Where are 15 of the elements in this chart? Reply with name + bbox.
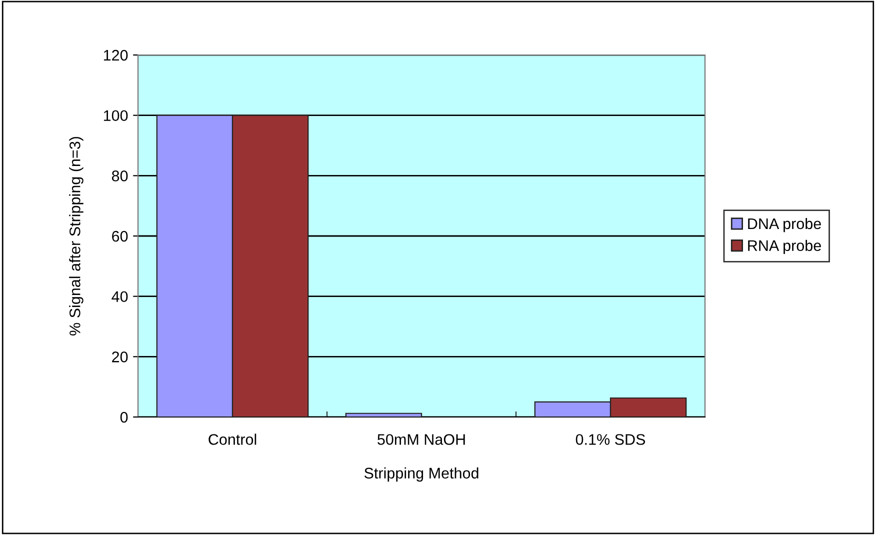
legend-label: RNA probe	[748, 240, 821, 254]
x-tick-label: 0.1% SDS	[576, 434, 646, 445]
y-tick-label: 120	[104, 50, 128, 61]
x-tick-label: Control	[208, 434, 256, 445]
y-tick-label: 80	[112, 170, 128, 182]
y-tick-label: 100	[104, 110, 128, 122]
y-axis-title: % Signal after Stripping (n=3)	[69, 136, 84, 336]
y-tick-label: 20	[112, 352, 128, 362]
y-tick-label: 0	[120, 412, 128, 423]
bar	[345, 412, 422, 417]
x-axis-title: Stripping Method	[364, 467, 478, 482]
x-tick-label: 50mM NaOH	[378, 434, 465, 445]
legend-label: DNA probe	[748, 218, 821, 232]
y-tick-label: 60	[112, 230, 128, 242]
y-tick-label: 40	[112, 291, 128, 302]
